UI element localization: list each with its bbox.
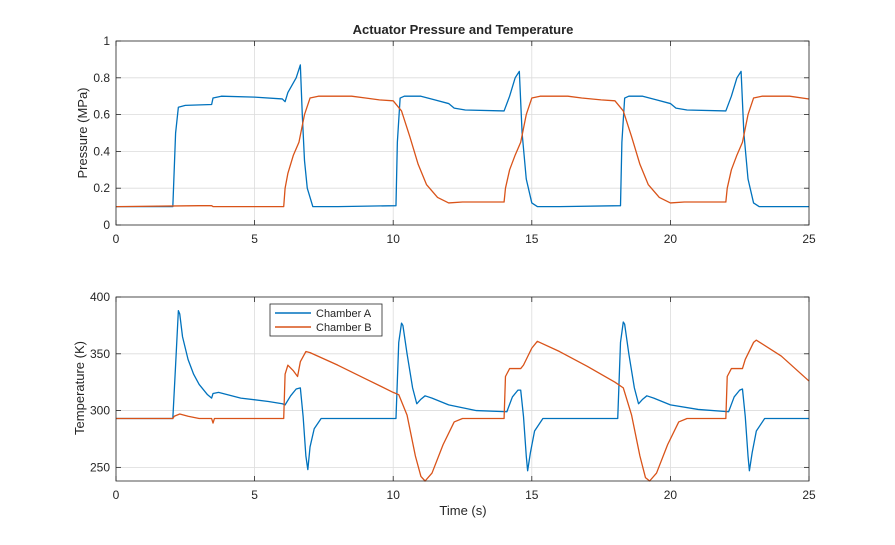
temperature-y-tick-label-2: 350 [90,347,110,361]
pressure-x-tick-label-1: 5 [251,232,258,246]
temperature-axes-box [115,296,810,482]
temperature-y-tick-label-0: 250 [90,460,110,474]
pressure-y-tick-label-5: 1 [103,34,110,48]
pressure-plot-area: 0 5 10 15 20 25 0 0.2 0.4 0.6 0.8 1 [93,34,816,246]
temperature-x-tick-label-0: 0 [113,488,120,502]
pressure-x-tick-label-5: 25 [802,232,816,246]
temperature-x-tick-label-4: 20 [664,488,678,502]
pressure-y-tick-label-2: 0.4 [93,144,110,158]
pressure-series-chamber-b [115,95,810,208]
pressure-x-tick-label-4: 20 [664,232,678,246]
legend-label-chamber-a: Chamber A [316,308,372,320]
temperature-y-tick-label-3: 400 [90,290,110,304]
pressure-axes: 0 5 10 15 20 25 0 0.2 0.4 0.6 0.8 1 Actuator Pressu… [75,22,816,246]
legend-box [269,303,383,337]
pressure-x-tick-label-2: 10 [387,232,401,246]
pressure-x-tick-label-0: 0 [113,232,120,246]
temperature-y-tick-label-1: 300 [90,404,110,418]
temperature-axes: 0 5 10 15 20 25 250 300 350 400 Temperature (K) T… [72,290,816,518]
temperature-y-axis-label: Temperature (K) [72,341,87,435]
chart-title: Actuator Pressure and Temperature [353,22,574,37]
pressure-y-axis-label: Pressure (MPa) [75,87,90,178]
pressure-y-tick-label-1: 0.2 [93,181,110,195]
temperature-series-chamber-b [116,339,810,482]
legend: Chamber A Chamber B [269,303,383,337]
temperature-x-tick-label-2: 10 [387,488,401,502]
temperature-x-tick-label-3: 15 [525,488,539,502]
pressure-axes-box [115,40,810,226]
temperature-plot-background [116,297,809,481]
pressure-x-tick-label-3: 15 [525,232,539,246]
temperature-series-chamber-a [116,309,809,472]
temperature-x-tick-label-5: 25 [802,488,816,502]
temperature-plot-area: 0 5 10 15 20 25 250 300 350 400 [90,290,816,502]
pressure-plot-background [116,41,809,225]
legend-label-chamber-b: Chamber B [316,322,372,334]
pressure-y-tick-label-3: 0.6 [93,108,110,122]
pressure-series-chamber-a [116,64,809,208]
pressure-y-tick-label-0: 0 [103,218,110,232]
temperature-x-tick-label-1: 5 [251,488,258,502]
time-x-axis-label: Time (s) [439,503,486,518]
pressure-y-tick-label-4: 0.8 [93,71,110,85]
